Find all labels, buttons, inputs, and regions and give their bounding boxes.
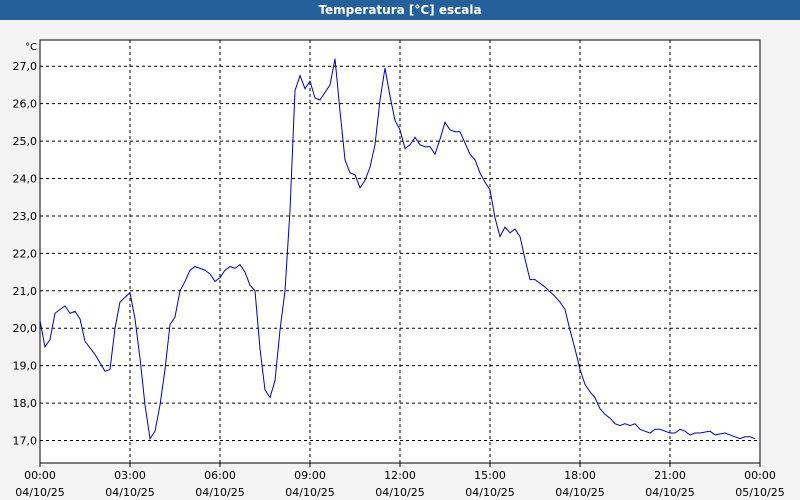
x-tick-time: 00:00 xyxy=(24,469,56,482)
x-tick-time: 06:00 xyxy=(204,469,236,482)
x-tick-date: 04/10/25 xyxy=(375,486,424,499)
x-tick-date: 04/10/25 xyxy=(645,486,694,499)
y-tick-label: 25,0 xyxy=(13,135,38,148)
x-tick-time: 15:00 xyxy=(474,469,506,482)
y-unit: °C xyxy=(25,42,37,53)
x-tick-date: 04/10/25 xyxy=(195,486,244,499)
y-tick-label: 27,0 xyxy=(13,60,38,73)
x-tick-label: 09:00 04/10/25 xyxy=(285,469,334,499)
y-tick-label: 26,0 xyxy=(13,98,38,111)
x-tick-label: 00:00 05/10/25 xyxy=(735,469,784,499)
x-tick-label: 06:00 04/10/25 xyxy=(195,469,244,499)
x-tick-label: 03:00 04/10/25 xyxy=(105,469,154,499)
x-tick-time: 18:00 xyxy=(564,469,596,482)
x-tick-date: 05/10/25 xyxy=(735,486,784,499)
y-tick-label: 18,0 xyxy=(13,397,38,410)
x-tick-time: 03:00 xyxy=(114,469,146,482)
y-tick-label: 17,0 xyxy=(13,435,38,448)
title-bar xyxy=(0,0,800,20)
y-tick-label: 20,0 xyxy=(13,322,38,335)
x-tick-label: 21:00 04/10/25 xyxy=(645,469,694,499)
x-tick-date: 04/10/25 xyxy=(555,486,604,499)
data-line xyxy=(39,58,756,441)
y-tick-label: 24,0 xyxy=(13,173,38,186)
x-tick-date: 04/10/25 xyxy=(285,486,334,499)
y-tick-label: 23,0 xyxy=(13,210,38,223)
x-tick-label: 00:00 04/10/25 xyxy=(15,469,64,499)
chart-title: Temperatura [°C] escala xyxy=(318,3,481,17)
y-tick-label: 21,0 xyxy=(13,285,38,298)
x-tick-time: 21:00 xyxy=(654,469,686,482)
x-tick-date: 04/10/25 xyxy=(105,486,154,499)
y-tick-label: 22,0 xyxy=(13,247,38,260)
x-tick-label: 12:00 04/10/25 xyxy=(375,469,424,499)
x-tick-label: 18:00 04/10/25 xyxy=(555,469,604,499)
x-tick-date: 04/10/25 xyxy=(15,486,64,499)
x-tick-time: 00:00 xyxy=(744,469,776,482)
x-tick-date: 04/10/25 xyxy=(465,486,514,499)
x-tick-time: 12:00 xyxy=(384,469,416,482)
x-tick-time: 09:00 xyxy=(294,469,326,482)
y-tick-label: 19,0 xyxy=(13,360,38,373)
x-tick-label: 15:00 04/10/25 xyxy=(465,469,514,499)
